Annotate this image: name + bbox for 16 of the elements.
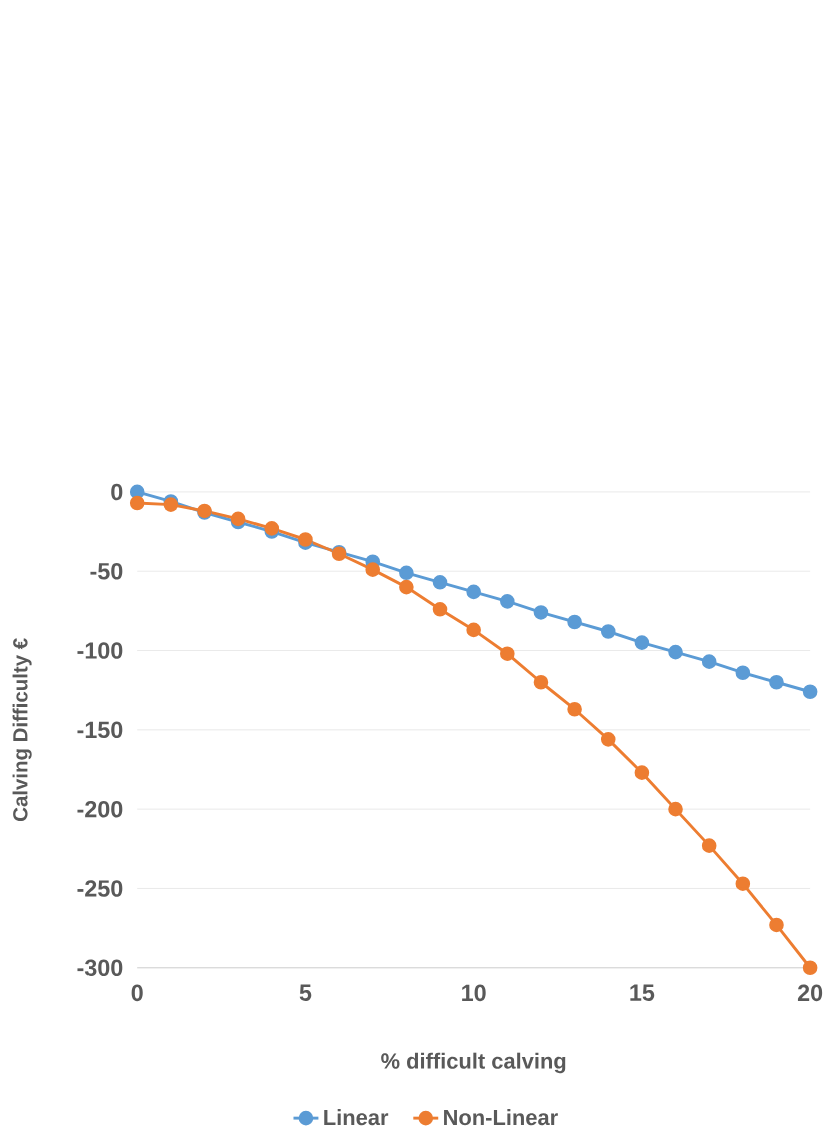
y-tick-label: -250 <box>77 880 123 897</box>
x-axis-title: % difficult calving <box>381 1052 566 1074</box>
x-tick-label: 10 <box>462 984 486 1002</box>
y-axis-title: Calving Difficulty € <box>12 638 32 821</box>
y-tick-label: -150 <box>77 721 123 739</box>
x-tick-label: 0 <box>131 984 143 1002</box>
y-tick-label: -200 <box>77 800 123 818</box>
legend-label: Non-Linear <box>444 1109 558 1126</box>
legend-label: Linear <box>324 1109 389 1126</box>
y-tick-label: 0 <box>111 483 123 501</box>
y-tick-label: -100 <box>77 642 123 659</box>
y-tick-label: -50 <box>90 562 123 580</box>
y-tick-label: -300 <box>77 959 123 977</box>
x-tick-label: 5 <box>299 984 312 1001</box>
x-tick-label: 20 <box>797 984 823 1002</box>
x-tick-label: 15 <box>630 984 655 1001</box>
